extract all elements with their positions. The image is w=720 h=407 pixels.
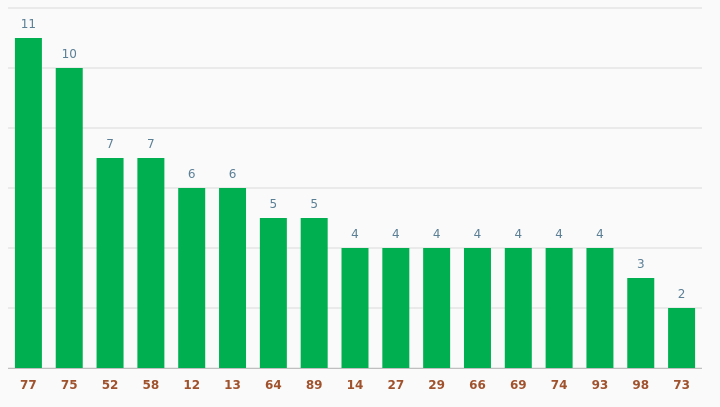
value-label-89: 5 (310, 197, 318, 211)
value-label-27: 4 (392, 227, 400, 241)
value-labels: 11 10 7 7 6 6 5 5 4 4 4 4 4 4 4 3 2 (21, 17, 686, 301)
bar-27 (382, 248, 410, 368)
category-label-12: 12 (183, 378, 200, 392)
category-label-89: 89 (306, 378, 323, 392)
category-label-74: 74 (551, 378, 568, 392)
bar-93 (586, 248, 614, 368)
category-label-93: 93 (592, 378, 609, 392)
value-label-74: 4 (555, 227, 563, 241)
bar-58 (137, 158, 165, 368)
bar-66 (463, 248, 491, 368)
value-label-66: 4 (474, 227, 482, 241)
bar-73 (668, 308, 696, 368)
category-label-13: 13 (224, 378, 241, 392)
category-label-29: 29 (428, 378, 445, 392)
bar-14 (341, 248, 369, 368)
value-label-52: 7 (106, 137, 114, 151)
category-label-64: 64 (265, 378, 282, 392)
value-label-93: 4 (596, 227, 604, 241)
category-label-73: 73 (673, 378, 690, 392)
bar-52 (96, 158, 124, 368)
bar-12 (178, 188, 206, 368)
category-labels: 77 75 52 58 12 13 64 89 14 27 29 66 69 74 93 98 73 (20, 378, 690, 392)
bars (14, 38, 696, 368)
category-label-69: 69 (510, 378, 527, 392)
value-label-73: 2 (678, 287, 686, 301)
value-label-12: 6 (188, 167, 196, 181)
category-label-66: 66 (469, 378, 486, 392)
category-label-27: 27 (387, 378, 404, 392)
bar-89 (300, 218, 328, 368)
bar-69 (504, 248, 532, 368)
category-label-77: 77 (20, 378, 37, 392)
bar-98 (627, 278, 655, 368)
value-label-64: 5 (270, 197, 278, 211)
value-label-75: 10 (62, 47, 77, 61)
bar-64 (259, 218, 287, 368)
bar-77 (14, 38, 42, 368)
category-label-98: 98 (632, 378, 649, 392)
bar-75 (55, 68, 83, 368)
value-label-98: 3 (637, 257, 645, 271)
value-label-13: 6 (229, 167, 237, 181)
value-label-69: 4 (514, 227, 522, 241)
category-label-52: 52 (102, 378, 119, 392)
category-label-58: 58 (143, 378, 160, 392)
bar-13 (219, 188, 247, 368)
category-label-14: 14 (347, 378, 364, 392)
category-label-75: 75 (61, 378, 78, 392)
value-label-58: 7 (147, 137, 155, 151)
bar-74 (545, 248, 573, 368)
value-label-77: 11 (21, 17, 36, 31)
value-label-29: 4 (433, 227, 441, 241)
value-label-14: 4 (351, 227, 359, 241)
bar-29 (423, 248, 451, 368)
